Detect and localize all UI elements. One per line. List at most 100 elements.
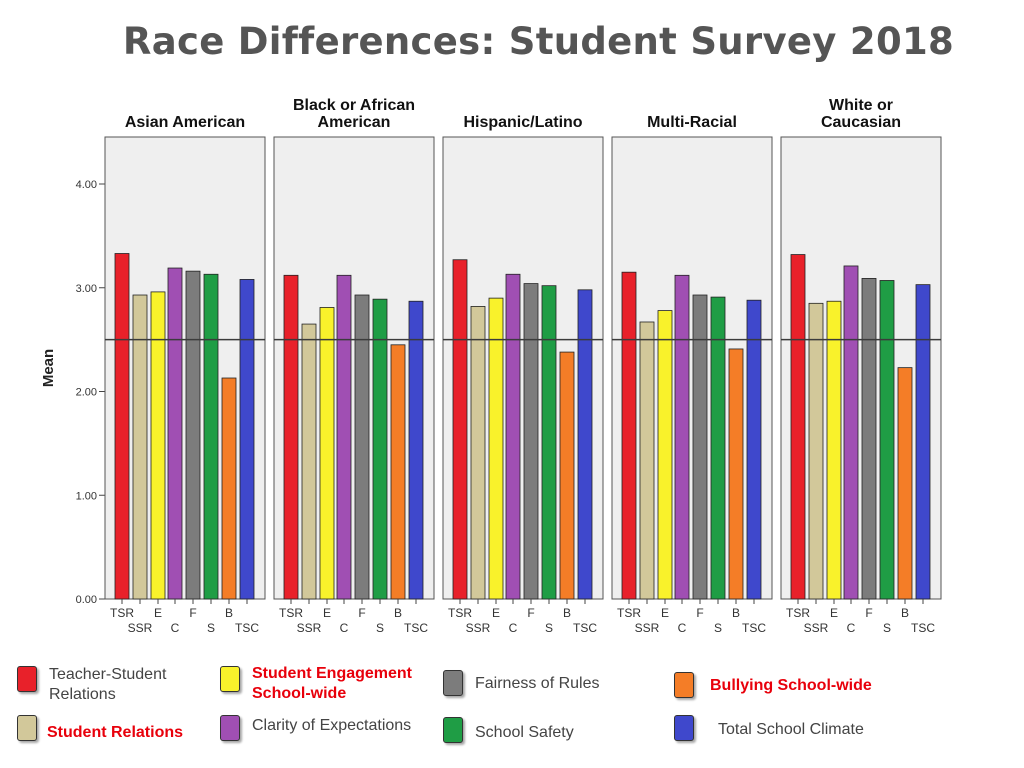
legend-label-c: Clarity of Expectations	[252, 717, 412, 734]
slide-title: Race Differences: Student Survey 2018	[122, 20, 955, 63]
panel-multi-racial	[611, 136, 773, 600]
bar-white-or-caucasian-e	[826, 300, 842, 600]
x-tick-label: S	[714, 621, 722, 635]
bar-white-or-caucasian-tsc	[915, 284, 931, 600]
legend-label-e: Student Engagement School-wide	[252, 665, 413, 702]
legend-label-tsc: Total School Climate	[718, 721, 864, 738]
bar-white-or-caucasian-c	[843, 265, 859, 600]
bar-white-or-caucasian-tsr	[790, 254, 806, 600]
x-tick-label: B	[225, 606, 233, 620]
bar-hispanic-latino-s	[541, 285, 557, 600]
panel-title-hispanic-latino: Hispanic/Latino	[463, 114, 582, 131]
y-tick-label: 4.00	[76, 179, 97, 191]
bar-hispanic-latino-b	[559, 351, 575, 600]
faceted-bar-chart: Mean 0.00 1.00 2.00 3.00 4.00 Asian American TS…	[40, 97, 942, 635]
x-tick-label: F	[527, 606, 534, 620]
panel-title-black-or-african-american: Black or African	[293, 97, 415, 114]
x-tick-label: TSR	[279, 606, 303, 620]
x-tick-label: TSC	[573, 621, 597, 635]
x-tick-label: E	[154, 606, 162, 620]
bar-hispanic-latino-e	[488, 297, 504, 600]
x-tick-label: TSC	[235, 621, 259, 635]
legend-label-tsr: Teacher-Student Relations	[49, 666, 167, 703]
bar-black-or-african-american-f	[354, 294, 370, 600]
x-tick-label: E	[661, 606, 669, 620]
bar-hispanic-latino-f	[523, 283, 539, 600]
bar-asian-american-f	[185, 270, 201, 600]
bar-hispanic-latino-c	[505, 273, 521, 600]
bar-black-or-african-american-ssr	[301, 323, 317, 600]
bar-white-or-caucasian-s	[879, 280, 895, 600]
panel-title-multi-racial: Multi-Racial	[647, 114, 737, 131]
y-tick-label: 2.00	[76, 387, 97, 399]
legend-item-f: Fairness of Rules	[443, 670, 663, 696]
bar-asian-american-e	[150, 291, 166, 600]
bar-black-or-african-american-c	[336, 274, 352, 600]
x-tick-label: F	[865, 606, 872, 620]
legend-label-s: School Safety	[475, 724, 574, 741]
y-tick-label: 1.00	[76, 490, 97, 502]
bar-multi-racial-ssr	[639, 321, 655, 600]
bar-hispanic-latino-ssr	[470, 306, 486, 600]
x-tick-label: SSR	[804, 621, 829, 635]
bar-hispanic-latino-tsc	[577, 289, 593, 600]
x-tick-label: B	[901, 606, 909, 620]
legend-item-e: Student Engagement School-wide	[220, 665, 430, 704]
y-tick-label: 3.00	[76, 283, 97, 295]
y-tick-label: 0.00	[76, 594, 97, 606]
bar-multi-racial-s	[710, 296, 726, 600]
x-tick-label: TSC	[404, 621, 428, 635]
bar-white-or-caucasian-ssr	[808, 302, 824, 600]
legend-swatch-ssr	[17, 715, 37, 741]
bar-asian-american-b	[221, 377, 237, 600]
x-tick-label: F	[358, 606, 365, 620]
panel-hispanic-latino	[442, 136, 604, 600]
legend-swatch-tsc	[674, 715, 694, 741]
bar-white-or-caucasian-b	[897, 367, 913, 600]
x-tick-label: TSC	[911, 621, 935, 635]
bar-multi-racial-b	[728, 348, 744, 600]
bar-asian-american-ssr	[132, 294, 148, 600]
x-tick-label: C	[171, 621, 180, 635]
bar-multi-racial-tsc	[746, 299, 762, 600]
panel-black-or-african-american	[273, 136, 435, 600]
x-tick-label: C	[678, 621, 687, 635]
legend-swatch-s	[443, 717, 463, 743]
bar-hispanic-latino-tsr	[452, 259, 468, 600]
x-tick-label: TSR	[786, 606, 810, 620]
x-tick-label: E	[323, 606, 331, 620]
x-tick-label: F	[189, 606, 196, 620]
bar-black-or-african-american-e	[319, 307, 335, 600]
bar-multi-racial-tsr	[621, 271, 637, 600]
bar-multi-racial-f	[692, 294, 708, 600]
legend-swatch-tsr	[17, 666, 37, 692]
panel-title-asian-american: Asian American	[125, 114, 245, 131]
bar-white-or-caucasian-f	[861, 278, 877, 600]
panel-title-white-or-caucasian: White or	[829, 97, 893, 114]
legend-item-s: School Safety	[443, 717, 663, 743]
bar-asian-american-tsc	[239, 279, 255, 600]
x-tick-label: F	[696, 606, 703, 620]
x-tick-label: SSR	[635, 621, 660, 635]
legend-item-tsc: Total School Climate	[674, 715, 914, 741]
x-tick-label: SSR	[466, 621, 491, 635]
bar-black-or-african-american-b	[390, 344, 406, 600]
bar-asian-american-c	[167, 267, 183, 600]
legend-label-f: Fairness of Rules	[475, 675, 600, 692]
panel-title-white-or-caucasian: Caucasian	[821, 114, 901, 131]
bar-black-or-african-american-tsr	[283, 274, 299, 600]
x-tick-label: E	[492, 606, 500, 620]
x-tick-label: SSR	[128, 621, 153, 635]
bar-asian-american-s	[203, 273, 219, 600]
legend-label-ssr: Student Relations	[47, 724, 184, 741]
bar-multi-racial-c	[674, 274, 690, 600]
legend-item-tsr: Teacher-Student Relations	[17, 666, 207, 705]
x-tick-label: TSR	[110, 606, 134, 620]
x-tick-label: C	[340, 621, 349, 635]
x-tick-label: C	[509, 621, 518, 635]
y-axis-title: Mean	[40, 349, 57, 387]
panel-title-black-or-african-american: American	[318, 114, 391, 131]
bar-asian-american-tsr	[114, 253, 130, 600]
bar-multi-racial-e	[657, 310, 673, 600]
x-tick-label: B	[394, 606, 402, 620]
